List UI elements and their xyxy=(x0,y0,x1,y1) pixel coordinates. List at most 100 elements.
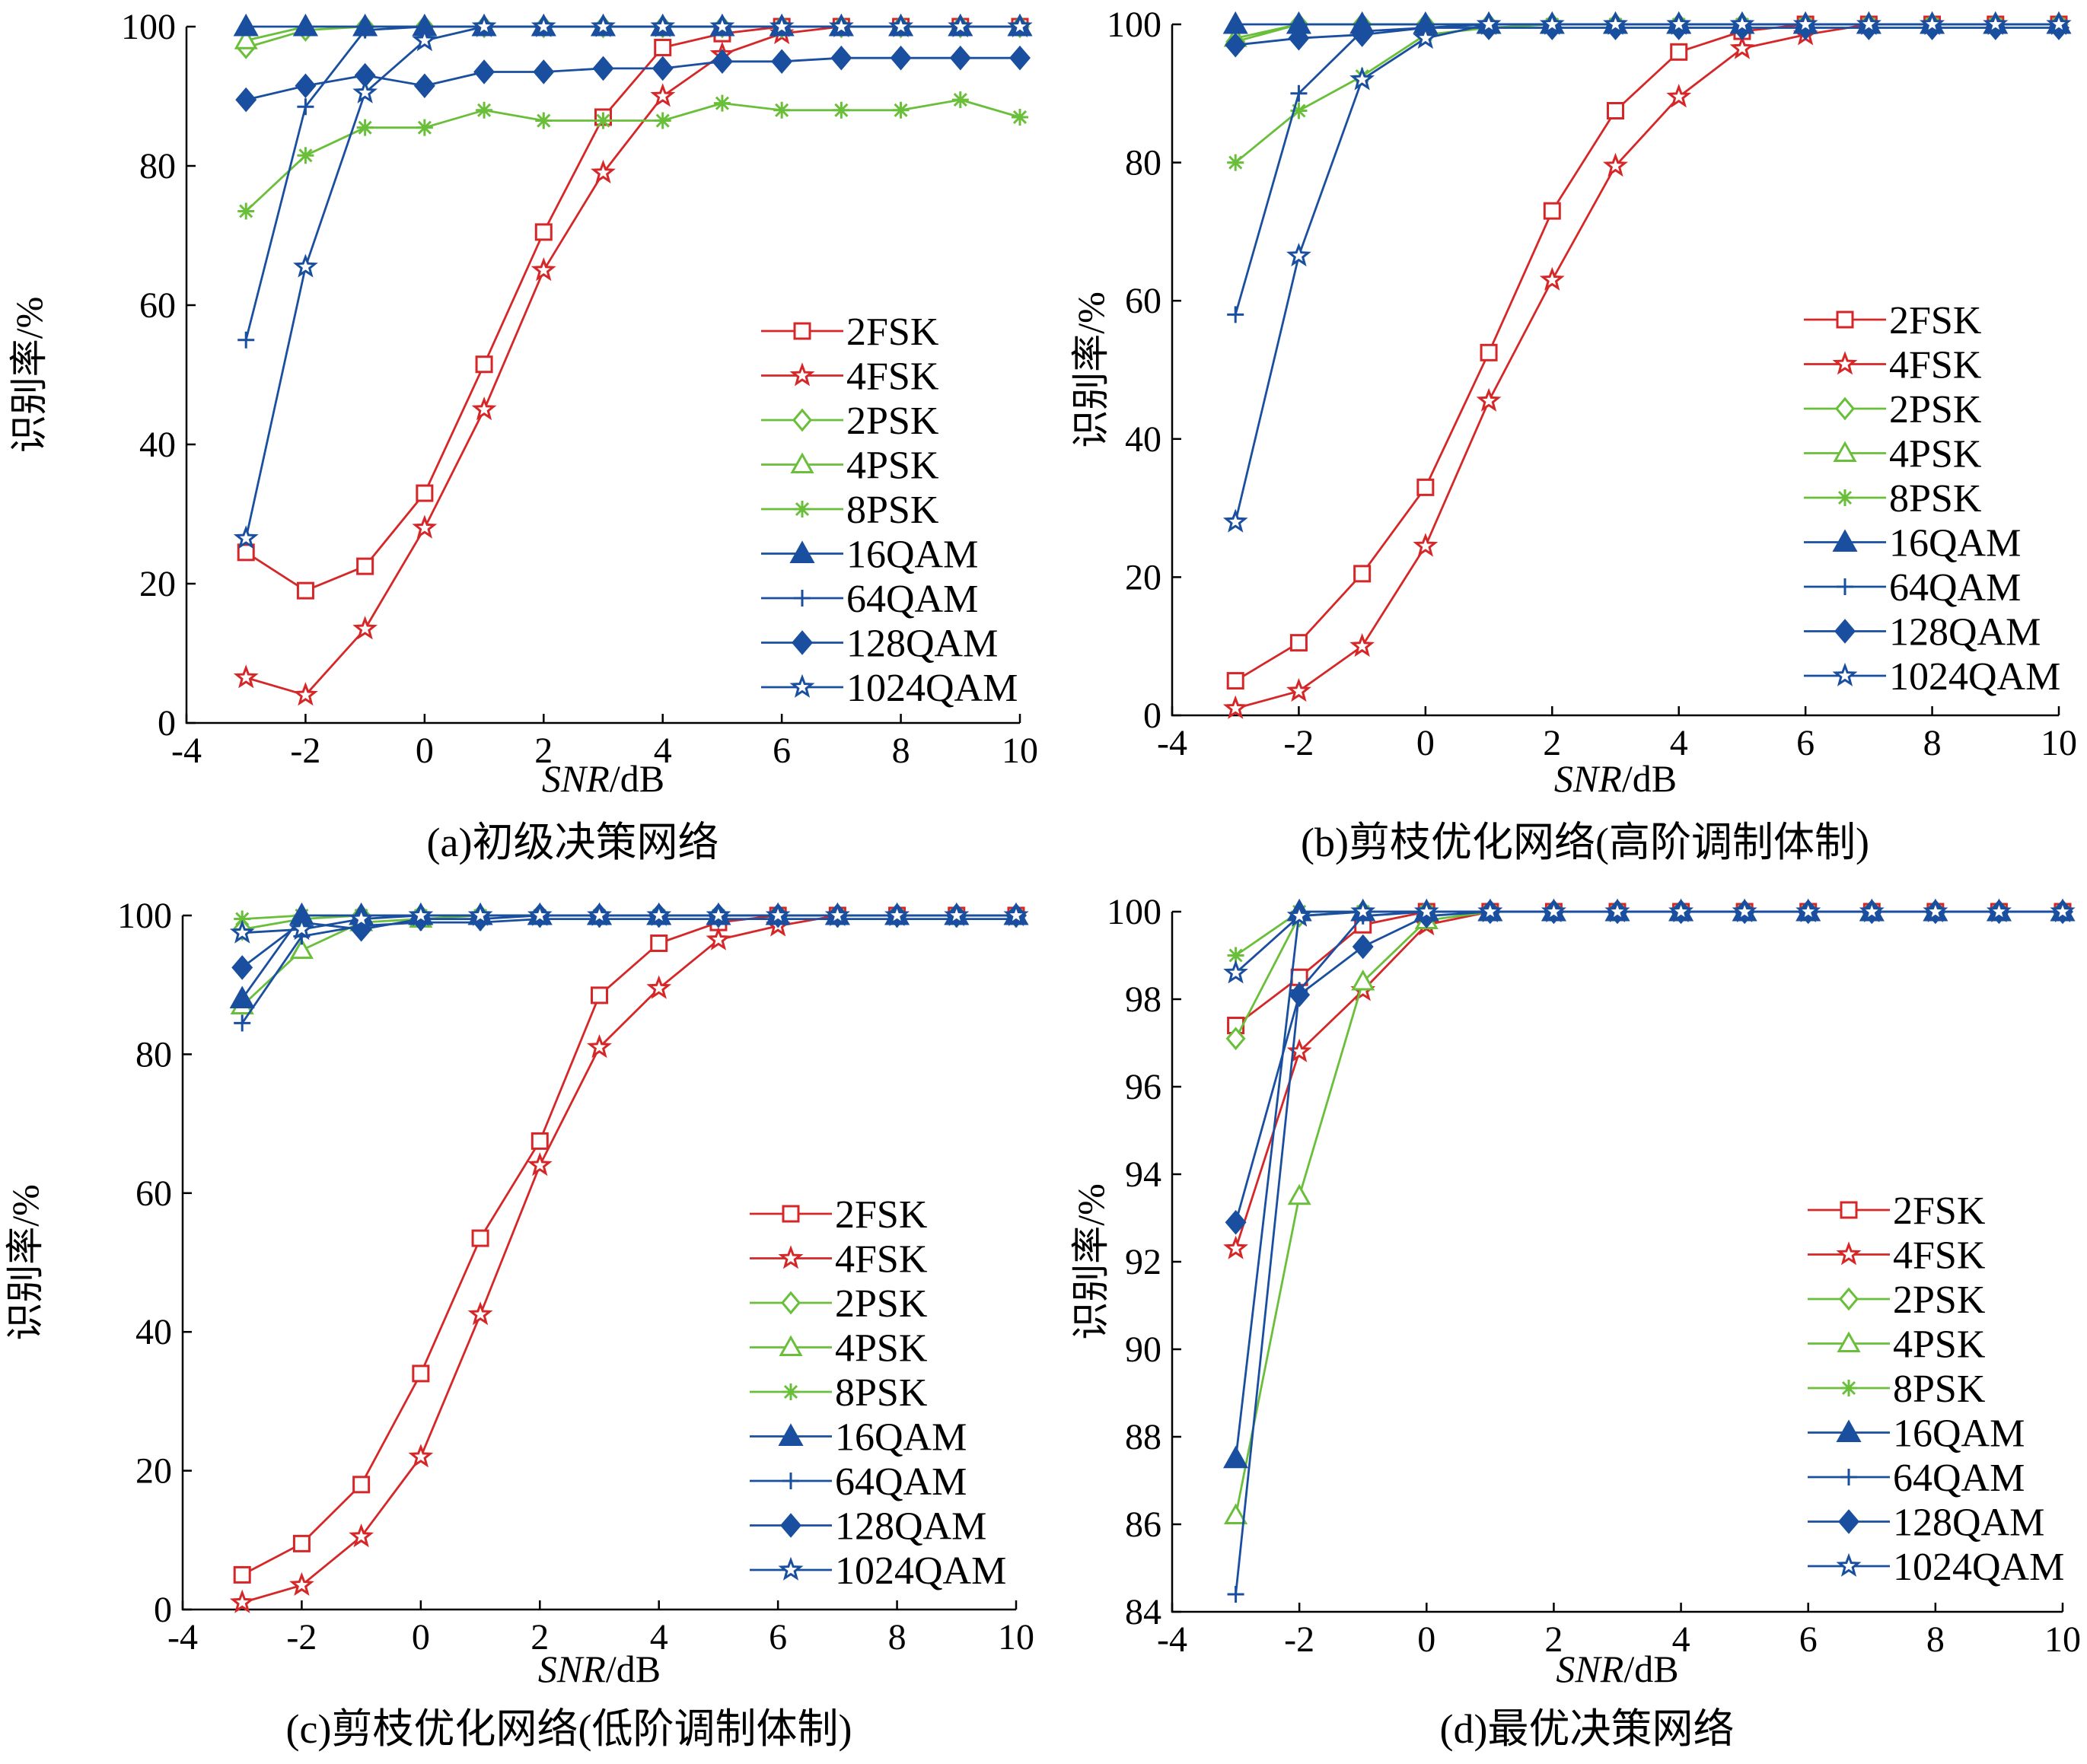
x-tick-label: 2 xyxy=(534,731,553,771)
panel-caption: (d)最优决策网络 xyxy=(1440,1706,1735,1752)
legend-label: 1024QAM xyxy=(1893,1546,2064,1589)
legend-item: 64QAM xyxy=(750,1460,967,1504)
x-tick-label: -4 xyxy=(1157,1619,1187,1660)
legend-marker xyxy=(778,1245,804,1269)
data-point xyxy=(1223,1235,1248,1259)
data-point xyxy=(235,87,257,113)
x-tick-label: -4 xyxy=(1157,723,1187,763)
x-tick-label: 6 xyxy=(773,731,791,771)
legend-item: 8PSK xyxy=(1808,1368,1986,1411)
x-tick-label: -4 xyxy=(171,731,202,771)
x-axis-label: SNR/dB xyxy=(542,757,664,800)
x-tick-label: 0 xyxy=(416,731,434,771)
legend-label: 1024QAM xyxy=(1889,655,2060,699)
y-tick-label: 84 xyxy=(1125,1592,1161,1632)
data-point xyxy=(289,915,314,941)
legend-label: 1024QAM xyxy=(835,1549,1006,1593)
legend-label: 4FSK xyxy=(1889,344,1982,387)
data-point xyxy=(1670,43,1688,61)
y-tick-label: 80 xyxy=(1125,143,1161,183)
legend-marker xyxy=(1835,396,1855,421)
legend-marker xyxy=(782,1383,799,1400)
x-tick-label: 0 xyxy=(1416,723,1435,763)
legend-item: 2FSK xyxy=(761,310,939,354)
data-point xyxy=(713,94,731,112)
x-axis-label: SNR/dB xyxy=(1556,1648,1678,1690)
y-tick-label: 40 xyxy=(1125,419,1161,460)
data-point xyxy=(1856,11,1881,35)
data-point xyxy=(1351,22,1373,47)
data-point xyxy=(773,101,791,119)
chart-panel-3: -4 -2 0 2 4 6 8 10020406080100SNR/dB识别率/%(c)剪枝优… xyxy=(4,896,1034,1752)
series-line xyxy=(245,98,1021,212)
legend-label: 16QAM xyxy=(1889,522,2021,565)
y-tick-label: 0 xyxy=(154,1590,172,1630)
x-axis-label: SNR/dB xyxy=(1554,757,1677,800)
data-point xyxy=(706,902,731,926)
data-point xyxy=(1539,266,1565,291)
legend-item: 4PSK xyxy=(1808,1323,1986,1367)
data-point xyxy=(1223,960,1248,984)
data-point xyxy=(292,1534,311,1552)
legend-marker xyxy=(1832,351,1858,375)
x-axis-label-var: SNR xyxy=(1554,757,1622,800)
y-tick-label: 0 xyxy=(1143,696,1161,736)
data-point xyxy=(591,13,616,37)
data-point xyxy=(349,1523,374,1548)
x-axis-label-var: SNR xyxy=(538,1648,606,1690)
y-tick-label: 20 xyxy=(1125,557,1161,597)
data-point xyxy=(650,83,676,107)
data-point xyxy=(1350,898,1376,922)
data-point xyxy=(1732,898,1757,922)
data-point xyxy=(527,1151,553,1177)
data-point xyxy=(1227,1586,1244,1603)
data-point xyxy=(356,21,374,39)
y-tick-label: 20 xyxy=(135,1451,172,1492)
x-axis-label-unit: /dB xyxy=(606,1648,661,1690)
legend-marker xyxy=(792,408,812,432)
data-point xyxy=(587,902,612,926)
data-point xyxy=(591,986,608,1005)
data-point xyxy=(408,902,434,926)
legend-label: 4FSK xyxy=(835,1238,928,1282)
x-tick-label: 6 xyxy=(769,1617,787,1657)
legend-label: 2FSK xyxy=(846,310,939,354)
data-point xyxy=(289,938,314,960)
data-point xyxy=(1286,903,1312,927)
legend-item: 4PSK xyxy=(761,444,939,488)
data-point xyxy=(527,902,553,926)
data-point xyxy=(237,543,255,562)
y-tick-label: 86 xyxy=(1125,1504,1161,1545)
data-point xyxy=(467,1301,493,1326)
data-point xyxy=(890,45,912,71)
data-point xyxy=(352,616,378,640)
legend-marker xyxy=(794,590,811,607)
legend-marker xyxy=(789,540,815,563)
x-tick-label: -2 xyxy=(1284,1619,1314,1660)
series-1024QAM xyxy=(233,13,1033,549)
data-point xyxy=(533,59,555,84)
data-point xyxy=(711,49,733,75)
legend-item: 1024QAM xyxy=(1808,1546,2064,1589)
x-tick-label: 4 xyxy=(1670,723,1688,763)
x-tick-label: 8 xyxy=(888,1617,906,1657)
x-tick-label: 4 xyxy=(1672,1619,1690,1660)
y-axis-label: 识别率/% xyxy=(1069,1183,1112,1340)
legend-marker xyxy=(1832,529,1858,552)
data-point xyxy=(1349,66,1375,91)
data-point xyxy=(531,1132,549,1150)
data-point xyxy=(646,902,672,926)
data-point xyxy=(2046,11,2072,35)
data-point xyxy=(416,484,434,502)
data-point xyxy=(476,101,493,119)
legend-label: 128QAM xyxy=(1889,611,2041,654)
legend-item: 8PSK xyxy=(750,1371,928,1415)
legend-item: 64QAM xyxy=(761,578,978,621)
data-point xyxy=(471,13,497,37)
data-point xyxy=(412,514,438,539)
legend-item: 4PSK xyxy=(1804,433,1982,476)
x-axis-label-unit: /dB xyxy=(610,757,664,800)
legend-marker xyxy=(778,1556,804,1581)
data-point xyxy=(1666,83,1692,108)
